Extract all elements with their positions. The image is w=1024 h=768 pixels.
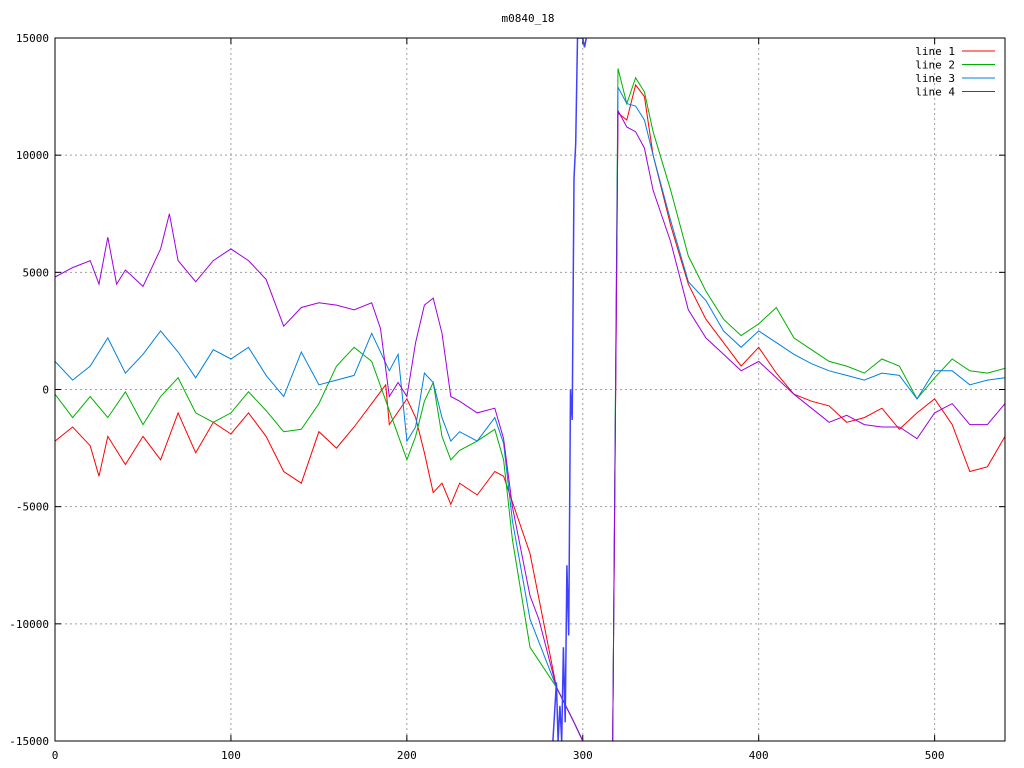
series-line-4 bbox=[55, 110, 1005, 741]
x-tick-label: 500 bbox=[925, 749, 945, 762]
series-line-3 bbox=[55, 86, 1005, 741]
x-tick-label: 0 bbox=[52, 749, 59, 762]
legend-label-4: line 4 bbox=[915, 86, 955, 99]
y-tick-label: 0 bbox=[42, 384, 49, 397]
y-tick-label: -15000 bbox=[9, 735, 49, 748]
y-tick-label: 5000 bbox=[23, 266, 50, 279]
legend-label-1: line 1 bbox=[915, 45, 955, 58]
spike-line bbox=[552, 38, 588, 741]
x-tick-label: 300 bbox=[573, 749, 593, 762]
series-line-2 bbox=[55, 68, 1005, 741]
y-tick-label: 15000 bbox=[16, 32, 49, 45]
y-tick-label: -5000 bbox=[16, 501, 49, 514]
legend-label-3: line 3 bbox=[915, 72, 955, 85]
x-tick-label: 200 bbox=[397, 749, 417, 762]
chart-title: m0840_18 bbox=[502, 12, 555, 25]
plot-frame bbox=[54, 37, 1006, 742]
axis-ticks: 0 100 200 300 400 500 -15000 -10000 -5000 0 5000 10… bbox=[9, 32, 1005, 762]
y-tick-label: -10000 bbox=[9, 618, 49, 631]
x-tick-label: 100 bbox=[221, 749, 241, 762]
legend-label-2: line 2 bbox=[915, 59, 955, 72]
y-tick-label: 10000 bbox=[16, 149, 49, 162]
grid bbox=[55, 38, 1005, 741]
series-line-1 bbox=[55, 83, 1005, 741]
series-lines bbox=[55, 38, 1005, 741]
x-tick-label: 400 bbox=[749, 749, 769, 762]
